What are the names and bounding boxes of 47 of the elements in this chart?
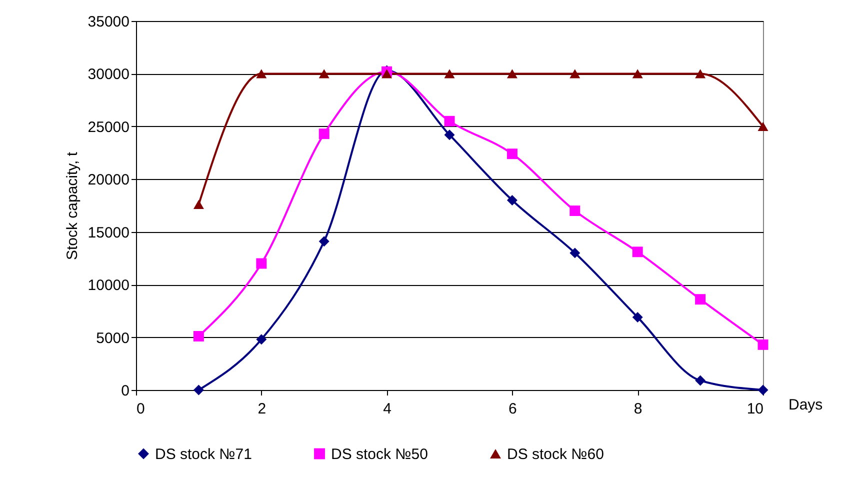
legend-label: DS stock №60 [507, 446, 604, 463]
y-tick-label: 10000 [88, 277, 130, 294]
y-tick-label: 5000 [96, 330, 130, 347]
legend-label: DS stock №71 [155, 446, 252, 463]
point [695, 375, 706, 386]
point [632, 69, 643, 78]
point [256, 258, 267, 269]
y-tick-label: 30000 [88, 66, 130, 84]
point [758, 384, 768, 396]
point [318, 69, 330, 78]
y-tick-label: 35000 [88, 14, 130, 30]
point [570, 69, 580, 78]
y-axis-title: Stock capacity, t [64, 151, 81, 260]
x-tick-label: 10 [746, 400, 764, 418]
point [444, 130, 455, 140]
point [570, 248, 580, 258]
point [318, 128, 330, 140]
x-tick-label: 0 [136, 400, 145, 418]
point [632, 312, 643, 322]
point [570, 206, 580, 216]
x-tick-label: 8 [634, 400, 642, 418]
point [758, 339, 768, 350]
point [632, 246, 643, 258]
x-tick-label: 4 [383, 400, 392, 418]
point [382, 69, 392, 78]
point [758, 122, 768, 131]
y-tick-label: 20000 [88, 172, 130, 189]
point [193, 384, 204, 396]
x-axis-title: Days [788, 396, 823, 414]
y-tick-label: 25000 [88, 118, 130, 136]
point [506, 194, 518, 206]
point [444, 116, 455, 126]
point [193, 200, 204, 209]
point [695, 69, 706, 78]
point [256, 334, 267, 345]
point [444, 69, 455, 78]
x-tick-label: 2 [258, 400, 266, 418]
point [193, 330, 204, 342]
point [506, 69, 518, 78]
point [695, 294, 706, 305]
x-tick-label: 6 [508, 400, 517, 418]
point [506, 148, 518, 160]
y-tick-label: 0 [121, 382, 130, 400]
y-tick-label: 15000 [88, 224, 130, 242]
point [256, 69, 267, 78]
point [318, 236, 330, 247]
legend-label: DS stock №50 [331, 446, 428, 463]
